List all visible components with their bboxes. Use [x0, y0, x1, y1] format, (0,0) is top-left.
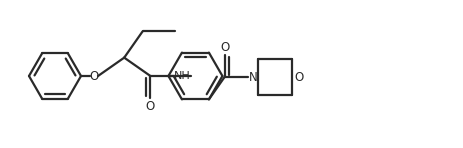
Text: O: O: [89, 70, 99, 82]
Text: O: O: [220, 41, 229, 54]
Text: O: O: [295, 71, 304, 84]
Text: NH: NH: [174, 71, 191, 81]
Text: O: O: [146, 99, 155, 112]
Text: N: N: [249, 71, 258, 84]
